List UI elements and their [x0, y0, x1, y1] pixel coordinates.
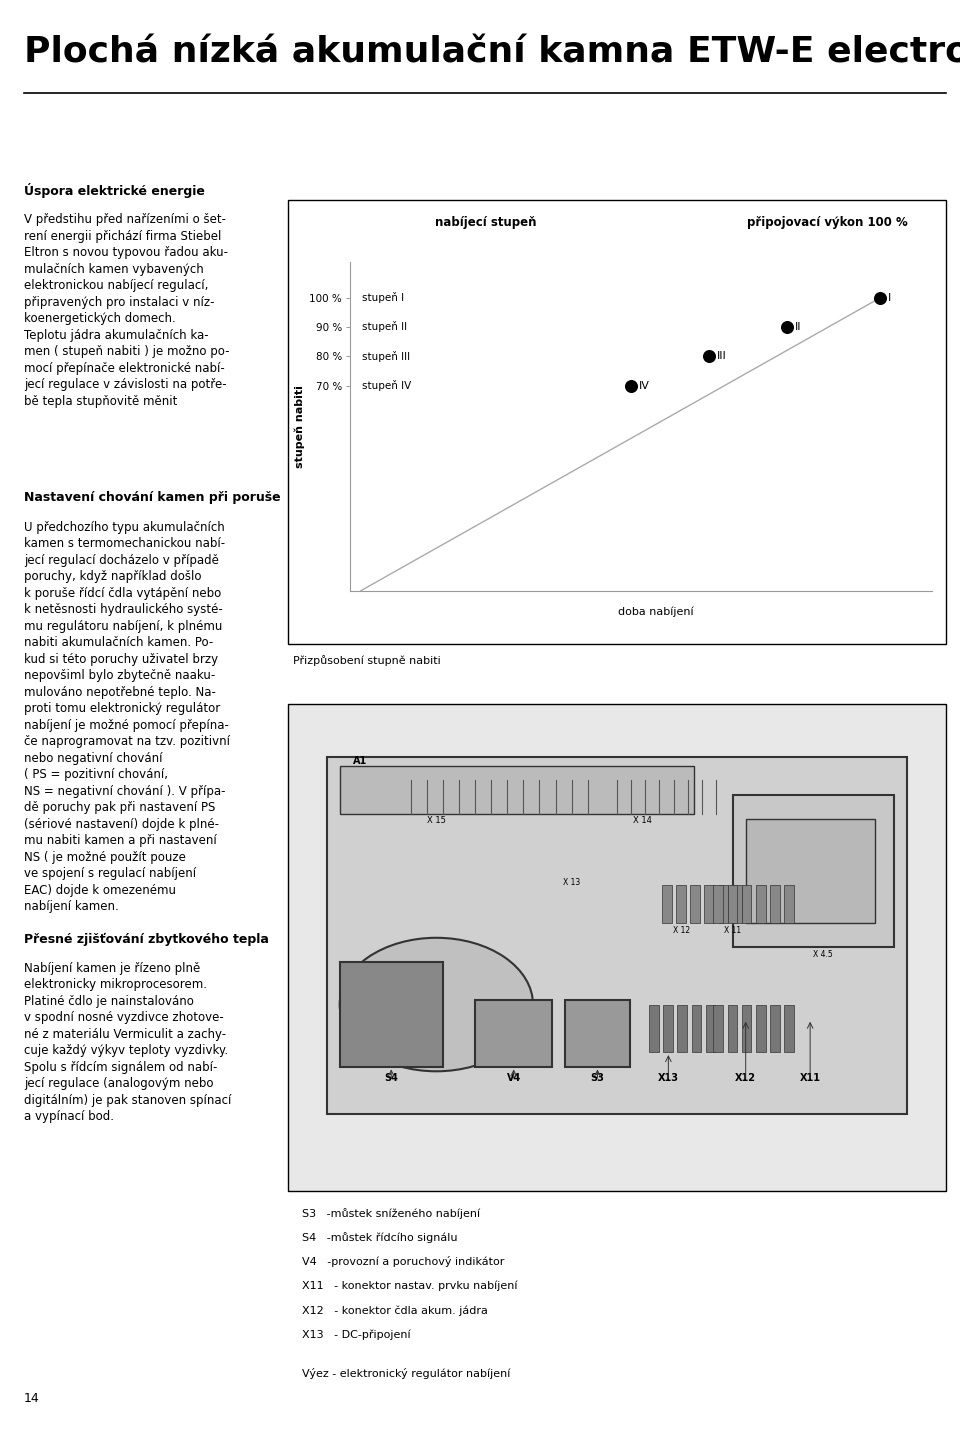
Bar: [690, 886, 700, 923]
Bar: [784, 886, 794, 923]
Bar: [678, 1005, 687, 1052]
Bar: [713, 1005, 723, 1052]
Text: nabíjecí stupeň: nabíjecí stupeň: [435, 216, 536, 229]
Bar: [475, 1000, 552, 1066]
Text: připojovací výkon 100 %: připojovací výkon 100 %: [747, 216, 907, 229]
Bar: [288, 704, 946, 1191]
Bar: [676, 886, 685, 923]
Text: stupeň II: stupeň II: [362, 322, 407, 332]
Y-axis label: stupeň nabiti: stupeň nabiti: [295, 385, 305, 468]
Bar: [728, 886, 737, 923]
Text: A1: A1: [352, 756, 367, 766]
Bar: [288, 200, 946, 644]
Bar: [649, 1005, 659, 1052]
Text: Nastavení chování kamen při poruše: Nastavení chování kamen při poruše: [24, 491, 280, 504]
Text: X12: X12: [735, 1073, 756, 1083]
Bar: [340, 962, 443, 1066]
Text: Přesné zjišťování zbytkového tepla: Přesné zjišťování zbytkového tepla: [24, 933, 269, 946]
Bar: [713, 886, 723, 923]
Text: X11   - konektor nastav. prvku nabíjení: X11 - konektor nastav. prvku nabíjení: [302, 1281, 517, 1291]
Bar: [742, 886, 752, 923]
Bar: [340, 766, 694, 814]
Text: V4: V4: [507, 1073, 521, 1083]
Point: [702, 345, 717, 368]
Text: V4   -provozní a poruchový indikátor: V4 -provozní a poruchový indikátor: [302, 1256, 505, 1268]
Ellipse shape: [340, 937, 533, 1072]
Bar: [691, 1005, 701, 1052]
Text: S3: S3: [590, 1073, 605, 1083]
Text: II: II: [795, 322, 802, 332]
Text: X 13: X 13: [564, 879, 580, 887]
Text: X 14: X 14: [634, 816, 652, 826]
Bar: [732, 886, 742, 923]
Text: Nabíjení kamen je řízeno plně
elektronicky mikroprocesorem.
Platiné čdlo je nain: Nabíjení kamen je řízeno plně elektronic…: [24, 962, 231, 1123]
Text: Úspora elektrické energie: Úspora elektrické energie: [24, 183, 204, 197]
Text: IV: IV: [638, 381, 650, 391]
Point: [623, 373, 638, 396]
Text: S4   -můstek řídcího signálu: S4 -můstek řídcího signálu: [302, 1232, 458, 1244]
Bar: [706, 1005, 715, 1052]
Text: stupeň IV: stupeň IV: [362, 381, 412, 391]
Text: stupeň I: stupeň I: [362, 292, 404, 303]
Text: III: III: [717, 351, 727, 361]
Text: X 11: X 11: [724, 926, 741, 934]
Point: [780, 315, 795, 338]
Text: 14: 14: [24, 1392, 39, 1405]
Text: I: I: [888, 292, 892, 302]
Bar: [746, 819, 875, 923]
Text: U předchozího typu akumulačních
kamen s termomechanickou nabí-
jecí regulací doc: U předchozího typu akumulačních kamen s …: [24, 521, 230, 913]
Bar: [663, 1005, 673, 1052]
Point: [873, 286, 888, 309]
Bar: [770, 886, 780, 923]
Text: X 15: X 15: [427, 816, 445, 826]
Text: X13: X13: [658, 1073, 679, 1083]
Bar: [661, 886, 672, 923]
Bar: [742, 1005, 752, 1052]
Text: Přizpůsobení stupně nabiti: Přizpůsobení stupně nabiti: [293, 655, 441, 667]
Bar: [719, 886, 729, 923]
Text: Plochá nízká akumulační kamna ETW-E electronic: Plochá nízká akumulační kamna ETW-E elec…: [24, 36, 960, 70]
Text: stupeň III: stupeň III: [362, 351, 410, 362]
Text: X 4.5: X 4.5: [813, 950, 833, 959]
Text: V předstihu před nařízeními o šet-
rení energii přichází firma Stiebel
Eltron s : V předstihu před nařízeními o šet- rení …: [24, 213, 229, 408]
Text: X 12: X 12: [673, 926, 690, 934]
Bar: [565, 1000, 630, 1066]
Bar: [756, 886, 766, 923]
Text: Výez - elektronický regulátor nabíjení: Výez - elektronický regulátor nabíjení: [302, 1368, 511, 1379]
Text: S3   -můstek sníženého nabíjení: S3 -můstek sníženého nabíjení: [302, 1208, 481, 1219]
Text: S4: S4: [384, 1073, 398, 1083]
Bar: [756, 1005, 766, 1052]
Bar: [705, 886, 714, 923]
Text: X13   - DC-připojení: X13 - DC-připojení: [302, 1329, 411, 1339]
Text: X12   - konektor čdla akum. jádra: X12 - konektor čdla akum. jádra: [302, 1305, 489, 1315]
Bar: [770, 1005, 780, 1052]
Bar: [728, 1005, 737, 1052]
Bar: [732, 794, 894, 947]
Text: X11: X11: [800, 1073, 821, 1083]
Bar: [326, 757, 907, 1115]
Bar: [784, 1005, 794, 1052]
Text: doba nabíjení: doba nabíjení: [618, 607, 694, 617]
